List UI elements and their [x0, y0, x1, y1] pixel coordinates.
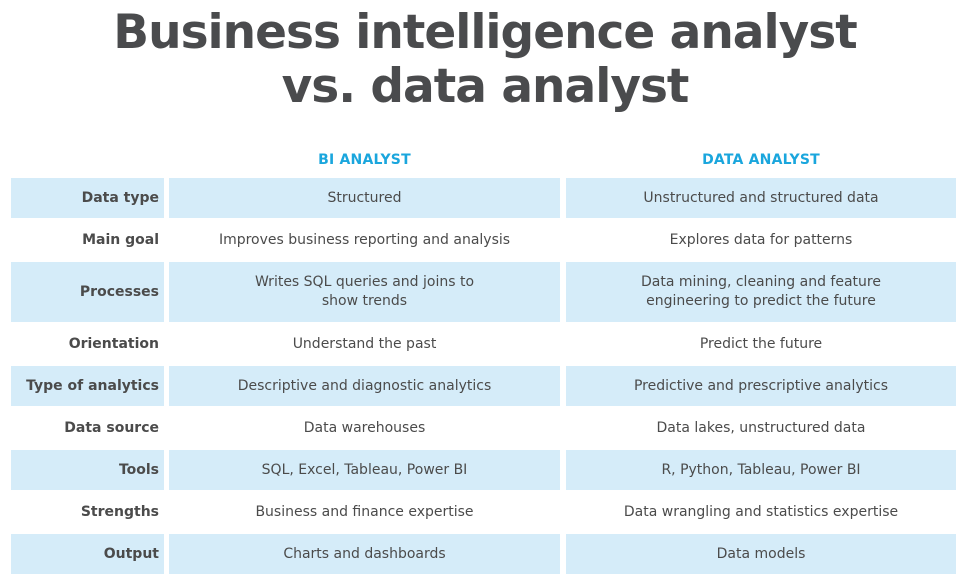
- data-analyst-cell: Data wrangling and statistics expertise: [623, 503, 899, 520]
- data-analyst-cell: Unstructured and structured data: [566, 178, 956, 218]
- table-row-main-goal: Main goal Improves business reporting an…: [11, 220, 956, 260]
- comparison-table: Data type Structured Unstructured and st…: [11, 178, 956, 576]
- table-row-processes: Processes Writes SQL queries and joins t…: [11, 262, 956, 322]
- row-label: Tools: [11, 450, 164, 490]
- data-analyst-cell: Explores data for patterns: [669, 231, 853, 248]
- row-label: Output: [11, 534, 164, 574]
- data-analyst-cell: Predict the future: [699, 335, 823, 352]
- row-label: Data type: [11, 178, 164, 218]
- bi-cell: Structured: [169, 178, 560, 218]
- table-row-output: Output Charts and dashboards Data models: [11, 534, 956, 574]
- row-label: Type of analytics: [11, 366, 164, 406]
- table-row-data-type: Data type Structured Unstructured and st…: [11, 178, 956, 218]
- row-label: Strengths: [80, 503, 159, 520]
- page-title: Business intelligence analyst vs. data a…: [0, 6, 970, 114]
- table-row-tools: Tools SQL, Excel, Tableau, Power BI R, P…: [11, 450, 956, 490]
- data-analyst-cell: Predictive and prescriptive analytics: [566, 366, 956, 406]
- bi-cell: SQL, Excel, Tableau, Power BI: [169, 450, 560, 490]
- bi-cell: Business and finance expertise: [255, 503, 474, 520]
- bi-cell: Understand the past: [292, 335, 437, 352]
- table-row-data-source: Data source Data warehouses Data lakes, …: [11, 408, 956, 448]
- bi-cell: Data warehouses: [303, 419, 426, 436]
- bi-cell: Improves business reporting and analysis: [218, 231, 511, 248]
- data-analyst-cell: Data lakes, unstructured data: [656, 419, 866, 436]
- row-label: Processes: [11, 262, 164, 322]
- data-analyst-cell: R, Python, Tableau, Power BI: [566, 450, 956, 490]
- row-label: Main goal: [82, 231, 159, 248]
- row-label: Orientation: [68, 335, 159, 352]
- row-label: Data source: [64, 419, 159, 436]
- bi-cell: Writes SQL queries and joins to show tre…: [169, 262, 560, 322]
- data-analyst-cell: Data models: [566, 534, 956, 574]
- title-line-1: Business intelligence analyst: [113, 5, 857, 60]
- table-row-type-of-analytics: Type of analytics Descriptive and diagno…: [11, 366, 956, 406]
- table-row-orientation: Orientation Understand the past Predict …: [11, 324, 956, 364]
- bi-cell: Charts and dashboards: [169, 534, 560, 574]
- column-header-data-analyst: DATA ANALYST: [702, 152, 820, 168]
- data-analyst-cell: Data mining, cleaning and feature engine…: [566, 262, 956, 322]
- column-header-bi-analyst: BI ANALYST: [318, 152, 411, 168]
- bi-cell: Descriptive and diagnostic analytics: [169, 366, 560, 406]
- title-line-2: vs. data analyst: [281, 59, 690, 114]
- table-row-strengths: Strengths Business and finance expertise…: [11, 492, 956, 532]
